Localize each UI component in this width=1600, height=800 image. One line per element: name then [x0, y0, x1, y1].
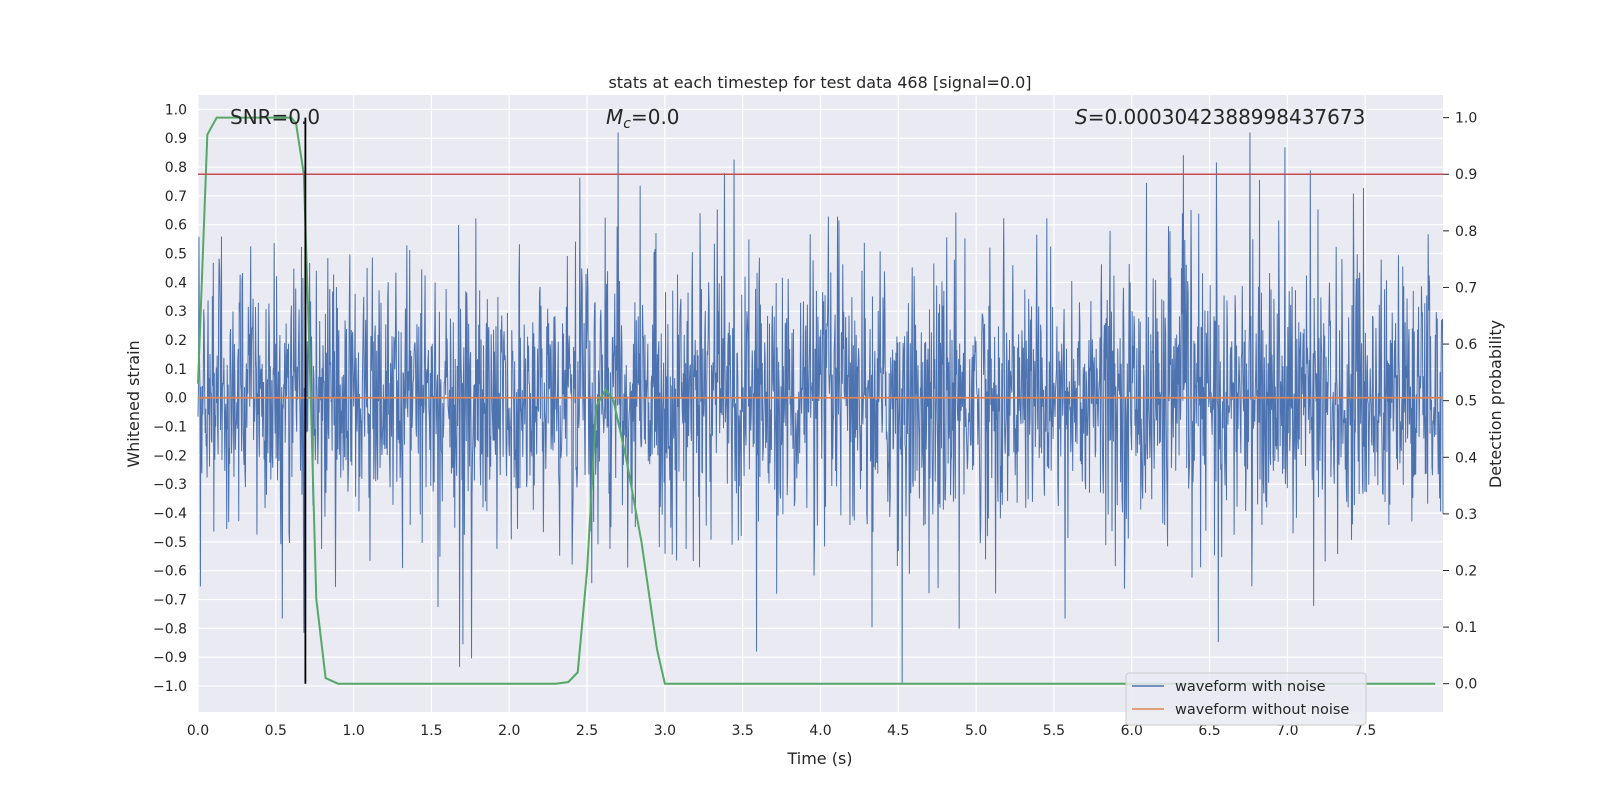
y2-tick-label: 0.8 — [1455, 224, 1477, 240]
y-tick-label: −0.6 — [153, 564, 187, 580]
y2-tick-label: 0.7 — [1455, 280, 1477, 296]
y2-tick-label: 0.1 — [1455, 620, 1477, 636]
chart-title: stats at each timestep for test data 468… — [608, 73, 1031, 92]
x-tick-label: 3.5 — [732, 723, 754, 739]
y-tick-label: 0.2 — [165, 333, 187, 349]
y-tick-labels: 1.0 0.9 0.8 0.7 0.6 0.5 0.4 0.3 0.2 0.1 0.0 −0.1 −0.… — [153, 102, 187, 695]
x-tick-label: 0.0 — [187, 723, 209, 739]
y-tick-label: 0.8 — [165, 160, 187, 176]
y-tick-label: −0.4 — [153, 506, 187, 522]
y-tick-label: −0.2 — [153, 448, 187, 464]
y-tick-label: −0.5 — [153, 535, 187, 551]
series-detection-probability — [197, 116, 1436, 685]
x-tick-label: 7.5 — [1354, 723, 1376, 739]
x-tick-label: 6.5 — [1198, 723, 1220, 739]
x-tick-label: 7.0 — [1276, 723, 1298, 739]
y-tick-label: −0.9 — [153, 650, 187, 666]
legend-label-clean: waveform without noise — [1175, 702, 1349, 718]
series-waveform-with-noise — [197, 132, 1444, 684]
x-tick-label: 1.0 — [342, 723, 364, 739]
y2-tick-label: 0.6 — [1455, 337, 1477, 353]
x-tick-label: 0.5 — [265, 723, 287, 739]
y-axis-label: Whitened strain — [124, 340, 143, 467]
y-tick-label: 0.1 — [165, 362, 187, 378]
y-tick-label: 0.6 — [165, 218, 187, 234]
s-value: =0.0003042388998437673 — [1088, 105, 1366, 129]
x-tick-label: 4.5 — [887, 723, 909, 739]
x-tick-label: 6.0 — [1121, 723, 1143, 739]
mc-value: =0.0 — [631, 105, 680, 129]
y-tick-label: 0.5 — [165, 247, 187, 263]
x-tick-label: 2.5 — [576, 723, 598, 739]
y-tick-label: 1.0 — [165, 102, 187, 118]
x-axis-label: Time (s) — [786, 749, 852, 768]
legend: waveform with noise waveform without noi… — [1125, 672, 1367, 726]
legend-label-noise: waveform with noise — [1175, 679, 1326, 695]
x-tick-label: 3.0 — [654, 723, 676, 739]
y2-tick-label: 0.9 — [1455, 167, 1477, 183]
y-tick-label: −0.7 — [153, 593, 187, 609]
y-tick-label: 0.3 — [165, 304, 187, 320]
y-tick-label: −0.8 — [153, 621, 187, 637]
y-tick-label: 0.4 — [165, 275, 187, 291]
y2-tick-label: 0.2 — [1455, 563, 1477, 579]
y-tick-label: 0.9 — [165, 131, 187, 147]
x-tick-label: 5.5 — [1043, 723, 1065, 739]
x-tick-label: 4.0 — [809, 723, 831, 739]
s-annotation: S=0.0003042388998437673 — [1075, 105, 1365, 129]
y-tick-label: −0.1 — [153, 420, 187, 436]
snr-annotation: SNR=0.0 — [230, 105, 320, 129]
y2-tick-label: 0.0 — [1455, 677, 1477, 693]
s-symbol: S — [1075, 105, 1088, 129]
y2-tick-label: 0.5 — [1455, 394, 1477, 410]
legend-box — [1125, 672, 1367, 726]
y2-tick-labels: 1.0 0.9 0.8 0.7 0.6 0.5 0.4 0.3 0.2 0.1 0.0 — [1443, 111, 1477, 693]
chirp-mass-annotation: Mc=0.0 — [606, 105, 680, 132]
probability-trace — [197, 116, 1436, 685]
y2-axis-label: Detection probability — [1486, 320, 1505, 488]
x-tick-label: 1.5 — [420, 723, 442, 739]
mc-symbol: M — [606, 105, 623, 129]
y2-tick-label: 0.4 — [1455, 450, 1477, 466]
x-tick-labels: 0.0 0.5 1.0 1.5 2.0 2.5 3.0 3.5 4.0 4.5 5.0 5.5 6.0 6… — [187, 723, 1376, 739]
y-tick-label: −1.0 — [153, 679, 187, 695]
y-tick-label: 0.0 — [165, 391, 187, 407]
y2-tick-label: 0.3 — [1455, 507, 1477, 523]
x-tick-label: 5.0 — [965, 723, 987, 739]
x-tick-label: 2.0 — [498, 723, 520, 739]
noise-trace — [197, 132, 1444, 684]
mc-subscript: c — [623, 116, 631, 132]
y-tick-label: −0.3 — [153, 477, 187, 493]
y2-tick-label: 1.0 — [1455, 111, 1477, 127]
y-tick-label: 0.7 — [165, 189, 187, 205]
